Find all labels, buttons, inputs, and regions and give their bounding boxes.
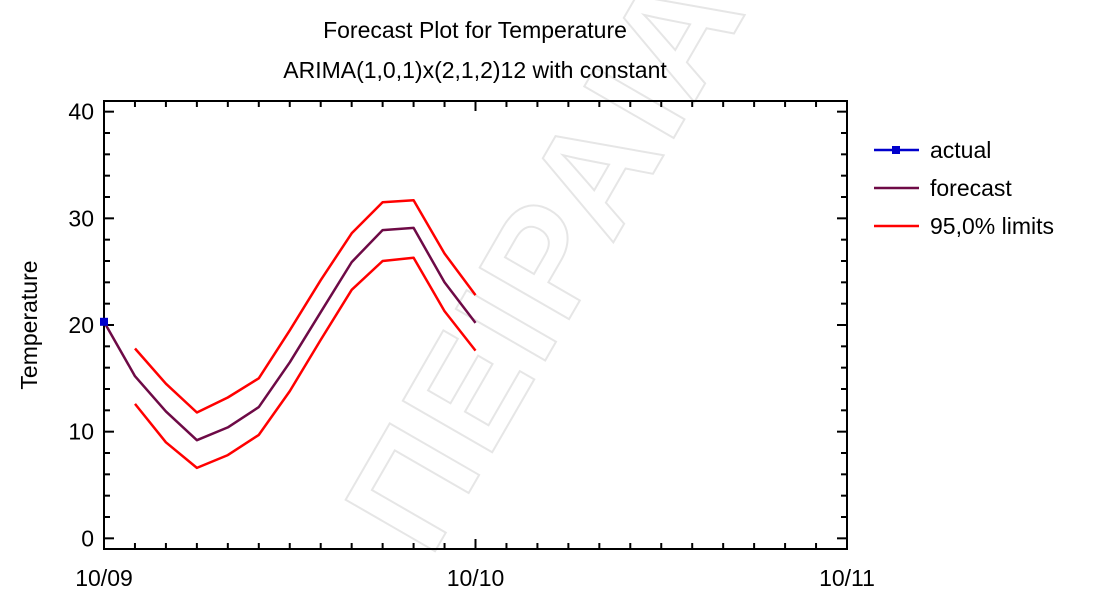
x-tick-label: 10/09 [75, 565, 133, 591]
chart-title: Forecast Plot for Temperature [323, 17, 627, 43]
legend-label: actual [930, 137, 991, 163]
axis-ticks: 0 10 20 30 40 10/09 10/10 10/11 [68, 99, 875, 591]
y-tick-label: 20 [68, 312, 94, 338]
legend-label: 95,0% limits [930, 213, 1054, 239]
series-line-2 [134, 198, 477, 414]
series-line-3 [134, 256, 477, 470]
series-layer [100, 198, 477, 470]
y-tick-label: 40 [68, 99, 94, 125]
x-tick-label: 10/10 [447, 565, 505, 591]
y-tick-label: 0 [81, 525, 94, 551]
series-line-1 [102, 226, 477, 442]
watermark-text: ΠΕΙΡΑΙΑ [312, 0, 777, 576]
legend-label: forecast [930, 175, 1012, 201]
y-tick-label: 10 [68, 419, 94, 445]
legend: actual forecast 95,0% limits [874, 137, 1054, 239]
y-axis-label: Temperature [16, 260, 42, 389]
chart-subtitle: ARIMA(1,0,1)x(2,1,2)12 with constant [283, 57, 667, 83]
x-tick-label: 10/11 [819, 565, 875, 591]
legend-marker [892, 146, 900, 154]
data-point [100, 317, 108, 326]
y-tick-label: 30 [68, 205, 94, 231]
